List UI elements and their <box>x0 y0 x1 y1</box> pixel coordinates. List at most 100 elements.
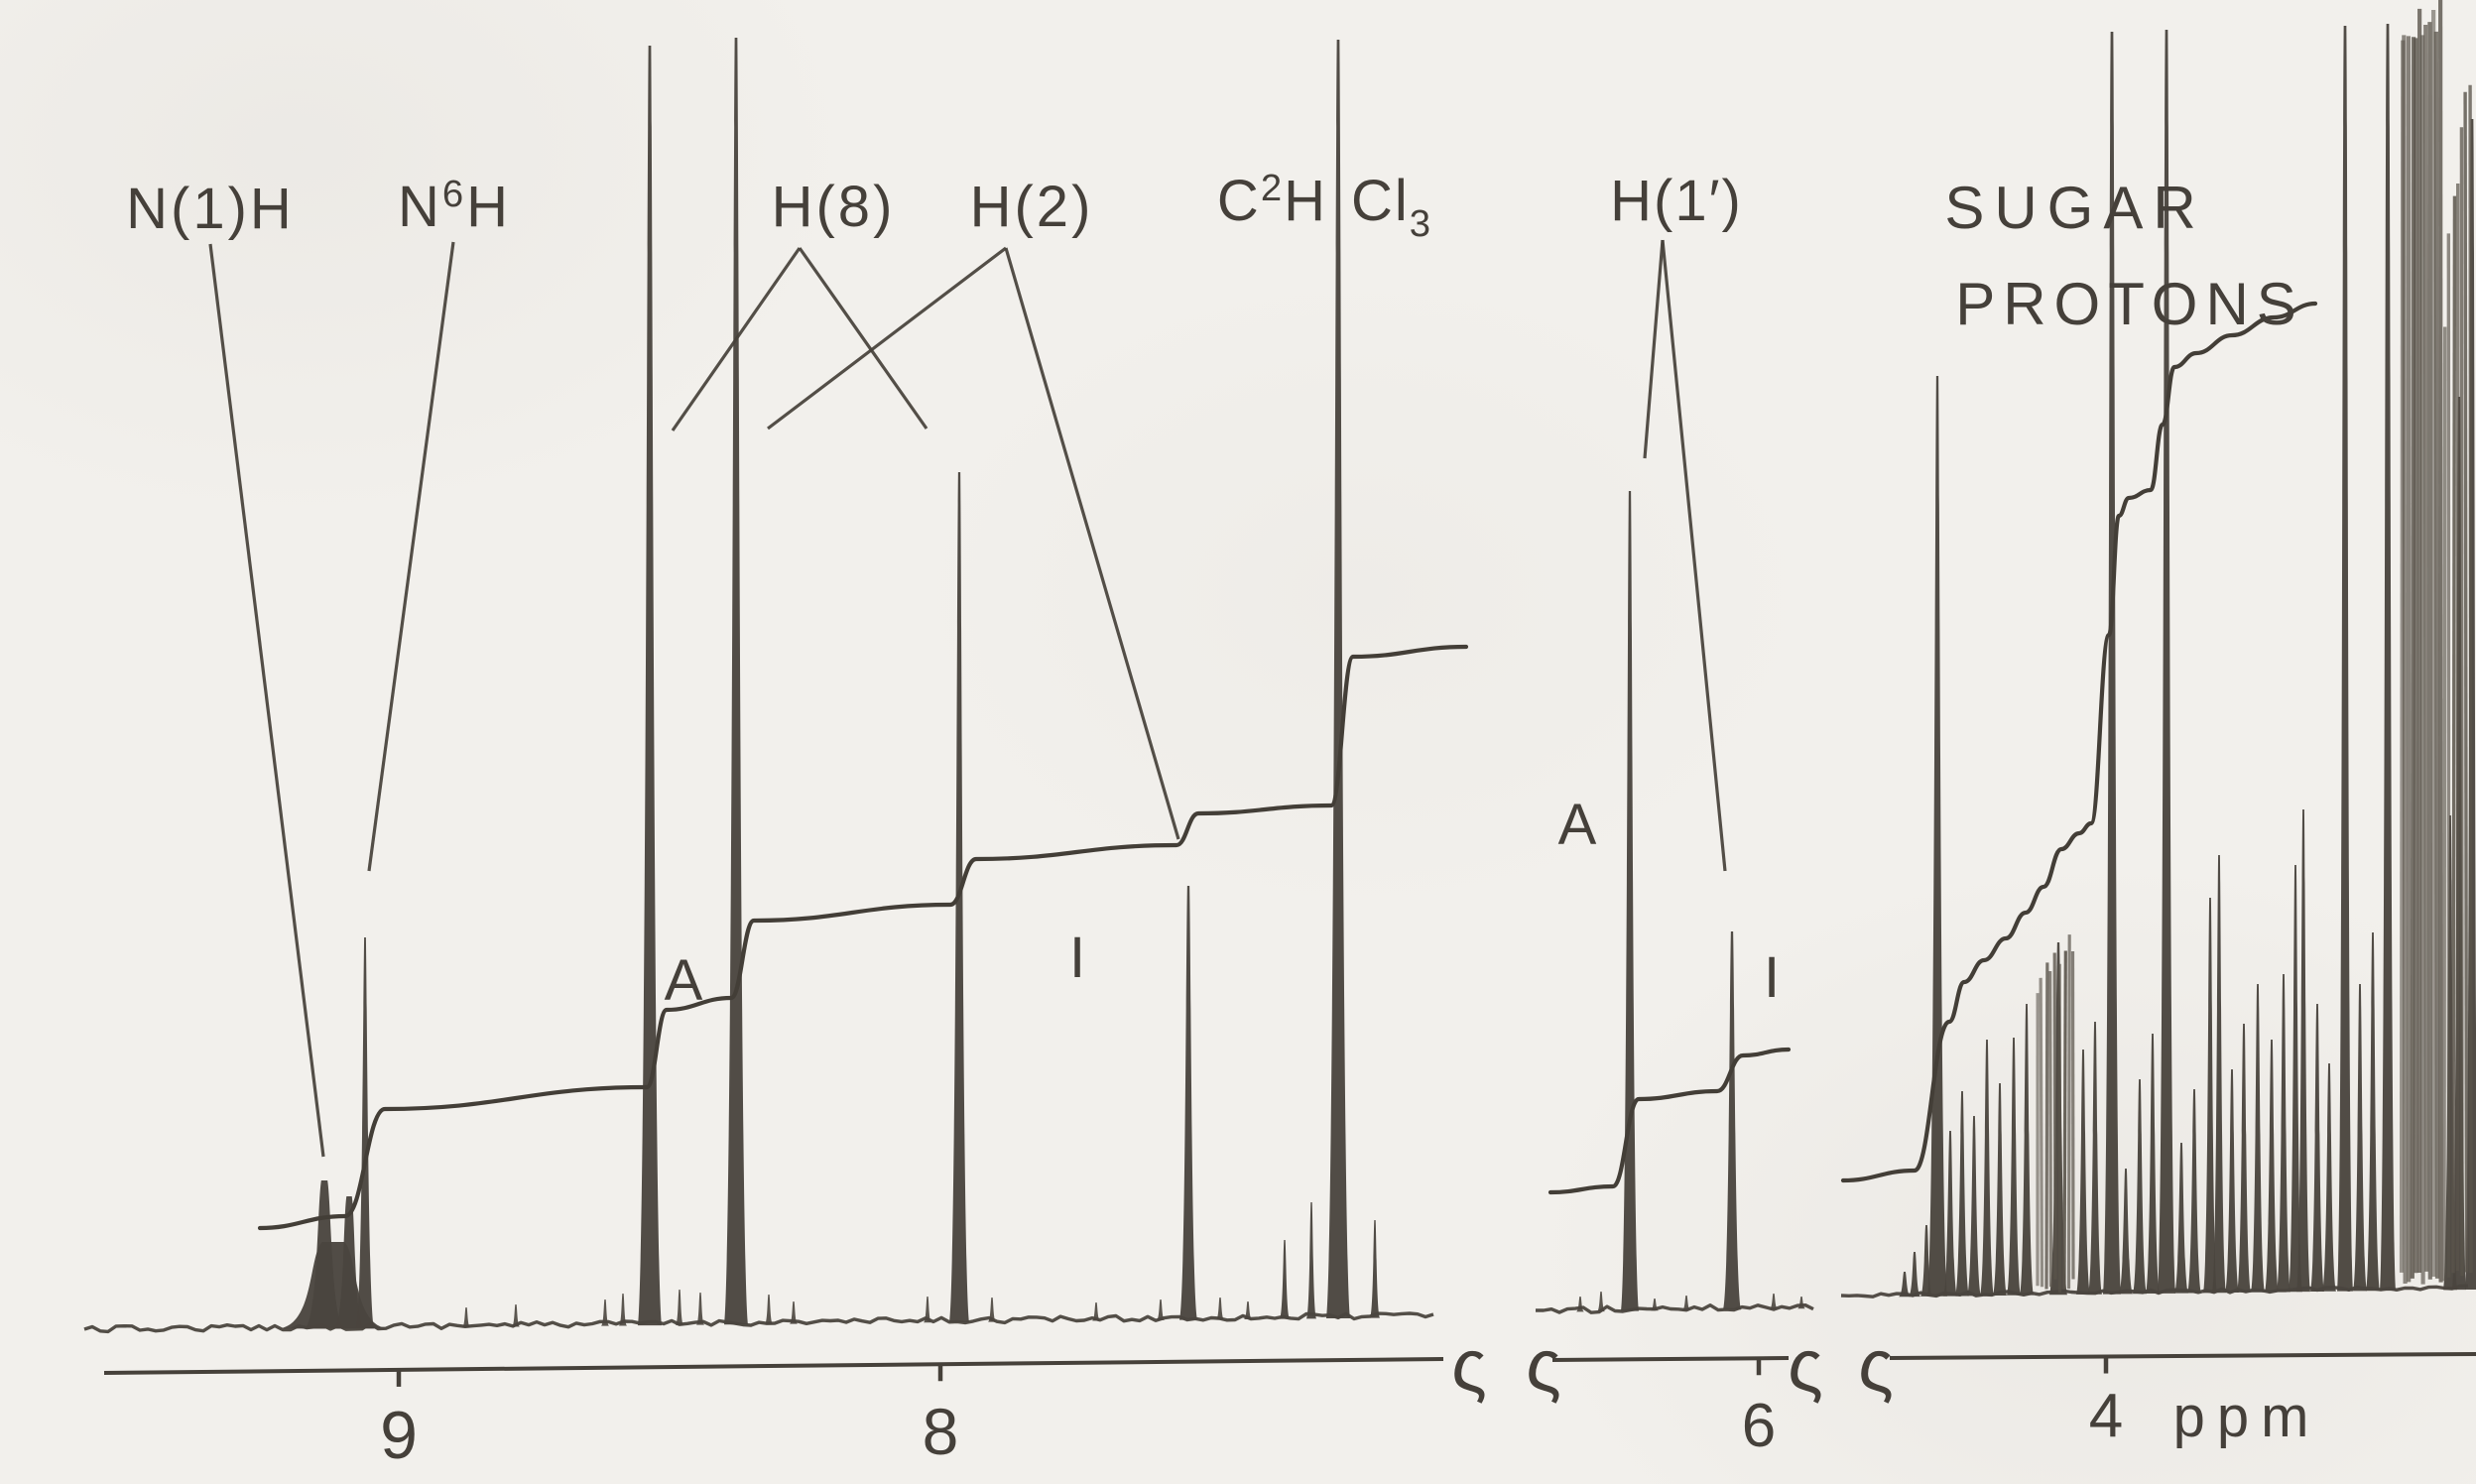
minor-peak <box>512 1304 520 1327</box>
minor-peak <box>988 1298 996 1322</box>
peak <box>2088 1022 2102 1295</box>
multiplet-hatch <box>2066 934 2071 1290</box>
x-axis-line <box>103 1357 1444 1375</box>
peak <box>2237 1024 2251 1293</box>
peak <box>2133 1079 2147 1295</box>
peak <box>305 1180 344 1329</box>
minor-peak <box>1092 1302 1100 1321</box>
integral-trace <box>257 644 1469 1231</box>
peak <box>1967 1116 1981 1297</box>
multiplet-hatch <box>2459 127 2464 1277</box>
axis-unit-label: ppm <box>2173 1385 2321 1449</box>
peak <box>2277 974 2290 1293</box>
peak <box>2380 24 2396 1292</box>
peak <box>1927 376 1947 1297</box>
tick-label: 4 <box>2089 1382 2123 1450</box>
multiplet-hatch <box>2423 25 2429 1272</box>
multiplet-hatch <box>2463 91 2469 1273</box>
minor-peak <box>619 1294 627 1326</box>
peak <box>1370 1220 1380 1318</box>
minor-peak <box>1576 1297 1584 1312</box>
minor-peak <box>1597 1292 1605 1312</box>
minor-peak <box>601 1299 609 1326</box>
minor-peak <box>1770 1294 1778 1309</box>
peak <box>1943 1131 1957 1297</box>
tick-label: 9 <box>380 1398 418 1473</box>
minor-peak <box>1244 1301 1252 1319</box>
peak <box>2322 1063 2336 1292</box>
peak <box>638 46 662 1326</box>
label-h1prime-leader-line <box>1643 239 1665 459</box>
peak <box>2203 898 2217 1294</box>
peak <box>1179 886 1197 1320</box>
label-n1h-leader-line <box>208 243 325 1158</box>
minor-peak <box>1651 1298 1659 1311</box>
minor-peak <box>696 1293 704 1325</box>
label-n6h: N6H <box>398 173 511 239</box>
multiplet-hatch <box>2044 962 2049 1290</box>
minor-peak <box>765 1295 773 1324</box>
letter-a-anomeric: A <box>1558 793 1597 857</box>
multiplet-hatch <box>2419 35 2425 1285</box>
axis-break-icon: ς <box>1858 1324 1894 1407</box>
label-h2: H(2) <box>970 175 1094 239</box>
peak <box>2251 984 2265 1293</box>
peak <box>2310 1004 2324 1292</box>
peak <box>1909 1252 1920 1298</box>
peak <box>724 38 748 1325</box>
letter-i-anomeric: I <box>1764 945 1780 1010</box>
label-cdcl3-left: C2H <box>1217 167 1327 233</box>
peak <box>2353 984 2367 1292</box>
minor-peak <box>790 1301 798 1324</box>
label-h2-leader-line <box>1004 247 1180 840</box>
peak <box>2103 32 2121 1295</box>
minor-peak <box>1157 1299 1165 1320</box>
label-h8: H(8) <box>772 175 896 239</box>
peak <box>356 937 374 1329</box>
multiplet-hatch <box>2039 977 2044 1288</box>
peak <box>2366 932 2380 1292</box>
axis-break-icon: ς <box>1451 1324 1487 1407</box>
multiplet-hatch <box>2048 971 2053 1288</box>
tick-label: 6 <box>1742 1392 1776 1460</box>
peak <box>2146 1034 2160 1295</box>
peak <box>1326 40 1350 1319</box>
letter-i-purine: I <box>1069 926 1085 990</box>
multiplet-hatch <box>2442 326 2447 1282</box>
integral-trace <box>1840 301 2318 1183</box>
peak <box>2296 809 2310 1293</box>
peak <box>2187 1089 2201 1294</box>
x-axis-line <box>1551 1356 1790 1362</box>
peak <box>1993 1083 2007 1296</box>
peak <box>2007 1038 2021 1296</box>
peak <box>1306 1202 1316 1319</box>
peak <box>1723 931 1741 1310</box>
label-protons: PROTONS <box>1955 271 2304 337</box>
peak <box>2225 1069 2239 1294</box>
multiplet-hatch <box>2062 950 2067 1290</box>
tick-label: 8 <box>923 1395 959 1468</box>
label-h8-leader-line <box>798 247 928 430</box>
peak <box>1899 1272 1911 1298</box>
label-n1h: N(1)H <box>126 177 295 241</box>
peak <box>2337 26 2353 1292</box>
minor-peak <box>1216 1298 1224 1320</box>
label-sugar: SUGAR <box>1944 175 2205 241</box>
peak <box>2119 1169 2133 1295</box>
label-h2-leader-line <box>767 246 1007 431</box>
peak <box>1955 1091 1969 1297</box>
peak <box>2076 1050 2090 1295</box>
multiplet-hatch <box>2433 31 2440 1279</box>
label-cdcl3-right: Cl3 <box>1351 169 1432 245</box>
axis-break-icon: ς <box>1526 1324 1561 1407</box>
peak <box>2158 30 2175 1294</box>
peak <box>2174 1143 2188 1294</box>
label-h1prime: H(1′) <box>1610 169 1743 233</box>
multiplet-hatch <box>2451 195 2457 1274</box>
peak <box>1280 1240 1290 1319</box>
baseline-trace <box>83 1311 1434 1334</box>
multiplet-hatch <box>2052 952 2057 1280</box>
minor-peak <box>462 1307 470 1328</box>
label-n6h-leader-line <box>367 241 455 872</box>
